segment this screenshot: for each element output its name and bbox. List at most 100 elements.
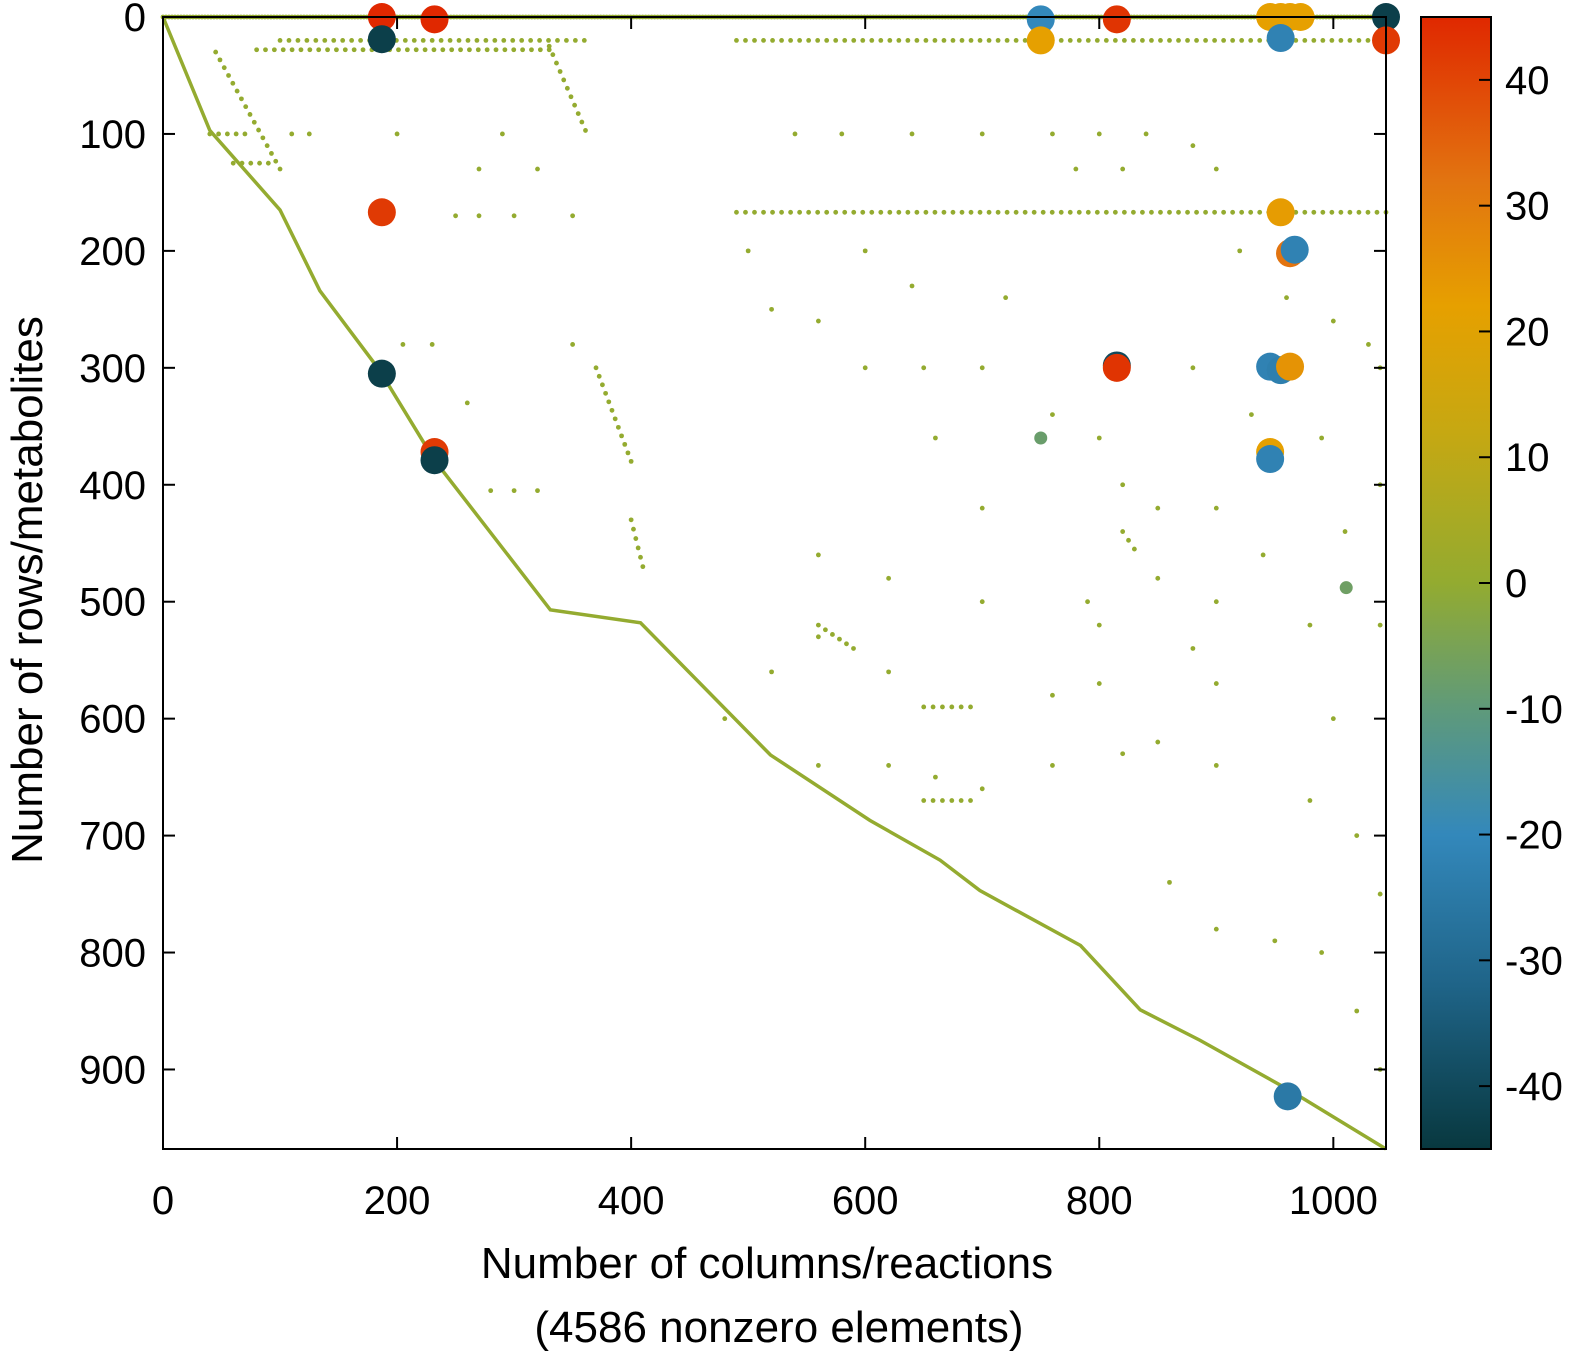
nonzero-point [1094, 209, 1100, 215]
nonzero-point [1374, 209, 1380, 215]
nonzero-point [851, 37, 857, 43]
nonzero-point [896, 37, 902, 43]
nonzero-point [959, 209, 965, 215]
nonzero-point [761, 209, 766, 215]
valued-point [367, 359, 396, 388]
valued-point [1339, 581, 1353, 595]
nonzero-point [404, 47, 410, 53]
nonzero-point [1155, 505, 1161, 511]
nonzero-point [1149, 37, 1154, 43]
nonzero-point [402, 37, 408, 43]
nonzero-point [557, 69, 563, 74]
nonzero-point [940, 798, 945, 803]
nonzero-point [933, 435, 938, 441]
nonzero-point [273, 158, 279, 164]
y-tick-label: 300 [79, 347, 146, 391]
nonzero-point [251, 119, 257, 125]
nonzero-point [224, 131, 230, 137]
nonzero-point [1311, 209, 1317, 215]
nonzero-point [779, 209, 784, 215]
nonzero-point [260, 135, 266, 141]
nonzero-point [1176, 209, 1181, 215]
nonzero-point [979, 505, 985, 511]
nonzero-point [823, 627, 828, 633]
nonzero-point [862, 248, 868, 254]
nonzero-point [1176, 37, 1181, 43]
nonzero-point [1239, 209, 1245, 215]
nonzero-point [839, 131, 845, 137]
nonzero-point [1237, 248, 1243, 254]
nonzero-point [734, 37, 739, 43]
x-tick-label: 400 [598, 1179, 665, 1223]
nonzero-point [932, 209, 938, 215]
nonzero-point [815, 209, 821, 215]
diagonal-band [161, 16, 1387, 1151]
nonzero-point [1320, 209, 1326, 215]
nonzero-point [1347, 209, 1353, 215]
nonzero-point [609, 407, 615, 413]
y-tick-label: 0 [124, 0, 146, 40]
nonzero-point [449, 47, 455, 53]
nonzero-point [596, 373, 602, 379]
nonzero-point [207, 131, 213, 137]
nonzero-point [289, 131, 295, 137]
nonzero-point [501, 37, 507, 43]
valued-point [1276, 352, 1305, 381]
nonzero-point [502, 47, 508, 53]
x-tick-label: 1000 [1289, 1179, 1378, 1223]
nonzero-point [1120, 482, 1126, 488]
nonzero-point [226, 73, 231, 78]
nonzero-point [770, 209, 775, 215]
nonzero-point [1096, 622, 1102, 628]
nonzero-point [851, 646, 856, 651]
nonzero-point [322, 37, 328, 43]
nonzero-point [1257, 37, 1263, 43]
nonzero-point [1022, 209, 1028, 215]
nonzero-point [628, 517, 634, 523]
nonzero-point [583, 128, 588, 133]
nonzero-point [394, 131, 400, 137]
nonzero-point [248, 160, 254, 166]
nonzero-point [869, 209, 875, 215]
nonzero-point [453, 213, 458, 219]
nonzero-point [909, 283, 915, 289]
nonzero-point [1049, 209, 1055, 215]
nonzero-point [1213, 599, 1219, 605]
nonzero-point [581, 37, 587, 43]
nonzero-point [572, 102, 578, 108]
nonzero-point [280, 47, 286, 53]
nonzero-point [342, 47, 348, 53]
nonzero-point [269, 151, 274, 156]
valued-point [420, 5, 449, 34]
nonzero-point [1307, 622, 1313, 628]
nonzero-point [930, 798, 936, 803]
colorbar-tick-label: 10 [1505, 436, 1550, 480]
nonzero-point [1076, 37, 1082, 43]
nonzero-point [1050, 763, 1055, 768]
nonzero-point [400, 342, 406, 347]
nonzero-point [217, 57, 223, 63]
nonzero-point [1365, 37, 1371, 43]
nonzero-point [1203, 37, 1208, 43]
nonzero-point [1120, 751, 1126, 757]
nonzero-point [1155, 739, 1161, 745]
nonzero-point [1239, 37, 1245, 43]
nonzero-point [752, 37, 757, 43]
nonzero-point [1131, 37, 1136, 43]
nonzero-point [1221, 37, 1227, 43]
nonzero-point [968, 209, 974, 215]
nonzero-point [640, 564, 646, 570]
nonzero-point [770, 37, 775, 43]
nonzero-point [1140, 37, 1145, 43]
nonzero-point [1194, 37, 1199, 43]
nonzero-point [431, 47, 437, 53]
nonzero-point [351, 47, 357, 53]
nonzero-point [606, 399, 612, 405]
nonzero-point [633, 536, 639, 541]
nonzero-point [788, 209, 793, 215]
nonzero-point [792, 131, 798, 137]
nonzero-point [833, 37, 839, 43]
nonzero-point [429, 37, 435, 43]
nonzero-point [483, 37, 489, 43]
nonzero-point [413, 47, 419, 53]
